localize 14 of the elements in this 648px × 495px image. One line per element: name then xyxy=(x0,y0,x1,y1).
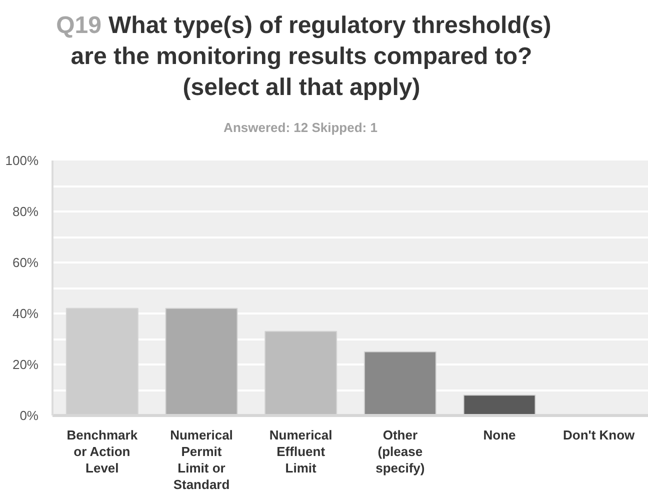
x-tick-label: Numerical Effluent Limit xyxy=(269,428,332,476)
x-tick-label: Benchmark or Action Level xyxy=(66,428,138,476)
y-tick-label: 0% xyxy=(20,408,39,423)
x-tick-label: Don't Know xyxy=(562,428,636,442)
y-tick-label: 40% xyxy=(12,306,39,321)
y-tick-label: 20% xyxy=(12,357,39,372)
y-tick-label: 100% xyxy=(5,153,39,168)
chart-title: Q19 What type(s) of regulatory threshold(s) are the monitoring results compared to? (select all that apply) xyxy=(56,12,552,101)
x-tick-label: Numerical Permit Limit or Standard xyxy=(170,428,233,492)
x-tick-label: None xyxy=(483,428,516,442)
y-tick-label: 80% xyxy=(12,204,39,219)
y-tick-label: 60% xyxy=(12,255,39,270)
chart-subtitle: Answered: 12 Skipped: 1 xyxy=(224,120,378,135)
x-tick-label: Other (please specify) xyxy=(376,428,425,476)
